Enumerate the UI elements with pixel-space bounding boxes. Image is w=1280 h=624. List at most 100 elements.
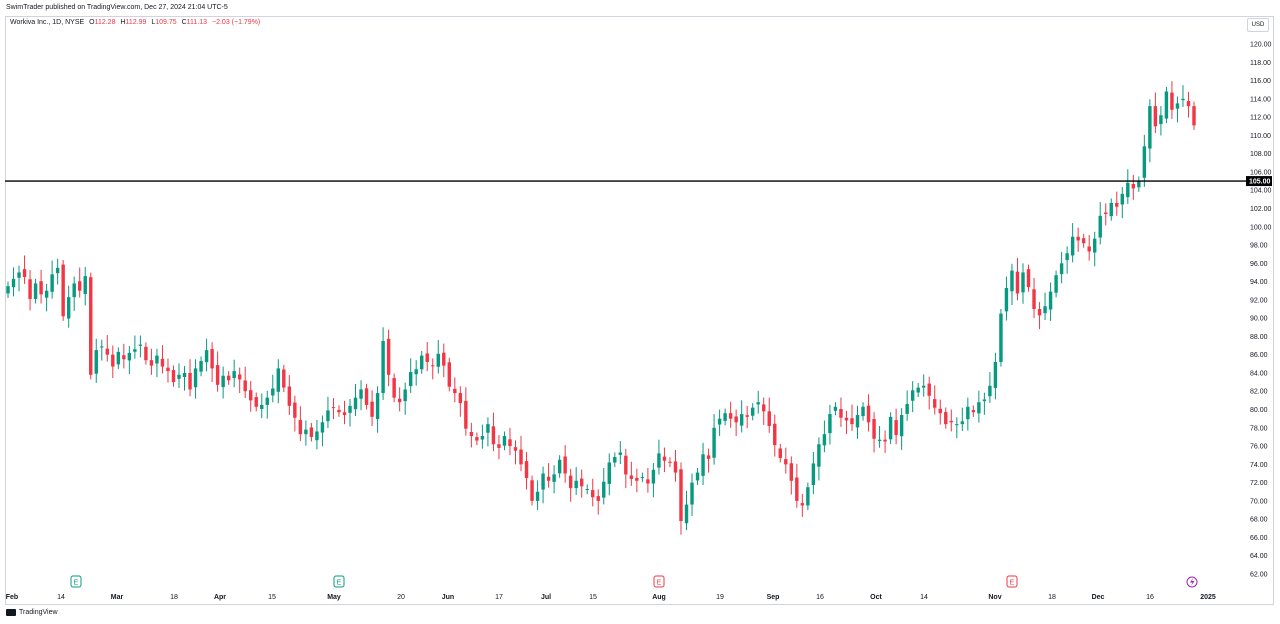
candle-body	[883, 439, 887, 442]
candle-body	[353, 397, 358, 410]
candle-body	[127, 352, 132, 361]
candle-body	[971, 410, 976, 413]
candle-body	[39, 281, 43, 295]
candle-body	[1048, 291, 1053, 310]
candle-body	[66, 297, 71, 319]
candle-body	[524, 461, 529, 479]
y-tick-label: 70.00	[1250, 498, 1268, 505]
x-tick-label: 16	[816, 594, 824, 601]
candle-body	[116, 351, 121, 365]
candle-body	[1021, 272, 1025, 293]
candle-body	[1015, 271, 1020, 294]
symbol-legend: Workiva Inc., 1D, NYSE O112.28 H112.99 L…	[10, 19, 260, 26]
candle-body	[855, 415, 860, 428]
candle-body	[1159, 115, 1163, 125]
candle-body	[232, 371, 236, 379]
x-tick-label: Oct	[870, 594, 882, 601]
candle-body	[1175, 103, 1180, 109]
open-value: 112.28	[94, 19, 116, 26]
candle-body	[552, 474, 556, 482]
candle-body	[762, 404, 766, 412]
candle-body	[706, 455, 711, 459]
candle-body	[784, 459, 788, 465]
candle-body	[61, 264, 65, 317]
candle-body	[800, 503, 805, 506]
candle-body	[33, 283, 38, 299]
candle-body	[260, 404, 264, 409]
candle-body	[210, 349, 214, 369]
candle-body	[563, 456, 567, 474]
x-tick-label: Feb	[6, 594, 18, 601]
candle-body	[469, 431, 474, 437]
earnings-letter: E	[657, 580, 662, 587]
candle-body	[475, 437, 479, 441]
candle-body	[635, 477, 639, 481]
x-tick-label: 14	[57, 594, 65, 601]
tradingview-logo[interactable]: TradingView	[6, 609, 58, 616]
candle-body	[960, 421, 965, 425]
x-tick-label: May	[327, 594, 341, 601]
x-tick-label: 19	[716, 594, 724, 601]
candle-body	[508, 439, 512, 447]
candle-body	[221, 375, 225, 388]
candle-body	[872, 419, 876, 439]
candle-body	[111, 354, 115, 367]
candle-body	[276, 368, 281, 392]
candle-body	[607, 462, 611, 484]
currency-button[interactable]: USD	[1247, 18, 1269, 32]
candle-body	[502, 436, 507, 446]
candle-body	[530, 480, 534, 501]
candle-body	[105, 348, 110, 355]
candle-body	[541, 473, 545, 490]
candle-body	[513, 447, 518, 451]
y-tick-label: 110.00	[1250, 133, 1271, 140]
candle-body	[624, 455, 628, 475]
candle-body	[579, 478, 584, 487]
y-tick-label: 114.00	[1250, 96, 1271, 103]
candle-body	[1032, 289, 1036, 309]
candle-body	[933, 399, 937, 408]
change-value: −2.03 (−1.79%)	[212, 19, 261, 26]
y-tick-label: 74.00	[1250, 462, 1268, 469]
y-tick-label: 100.00	[1250, 224, 1272, 231]
candle-body	[734, 416, 738, 423]
candle-body	[304, 429, 308, 435]
candle-body	[1004, 287, 1009, 312]
candle-body	[640, 477, 645, 479]
candle-body	[938, 408, 942, 414]
candle-body	[237, 374, 242, 380]
y-tick-label: 116.00	[1250, 78, 1271, 85]
x-tick-label: 20	[397, 594, 405, 601]
candle-body	[133, 349, 137, 352]
candle-body	[546, 476, 551, 481]
candle-body	[44, 290, 49, 298]
chart-pane[interactable]	[5, 16, 1274, 605]
candle-body	[11, 278, 16, 288]
candle-body	[602, 481, 606, 498]
candle-body	[728, 413, 733, 419]
high-value: 112.99	[125, 19, 147, 26]
candle-body	[690, 482, 694, 505]
candle-body	[414, 369, 418, 375]
candle-body	[894, 420, 898, 436]
candle-body	[215, 365, 220, 385]
candle-body	[177, 374, 181, 379]
brand-label: TradingView	[19, 609, 58, 616]
y-tick-label: 104.00	[1250, 188, 1272, 195]
candle-body	[1104, 212, 1108, 214]
candle-body	[408, 372, 413, 387]
candle-body	[182, 372, 187, 377]
candle-body	[1186, 101, 1191, 107]
candle-body	[750, 407, 755, 416]
candle-body	[673, 461, 678, 473]
candle-body	[574, 480, 578, 489]
candle-body	[789, 463, 794, 481]
candle-body	[453, 388, 457, 394]
low-value: 109.75	[155, 19, 177, 26]
candle-body	[1181, 98, 1185, 101]
published-header: SwimTrader published on TradingView.com,…	[6, 4, 228, 11]
x-tick-label: Apr	[214, 594, 226, 601]
earnings-icon	[70, 575, 82, 588]
x-tick-label: 14	[920, 594, 928, 601]
